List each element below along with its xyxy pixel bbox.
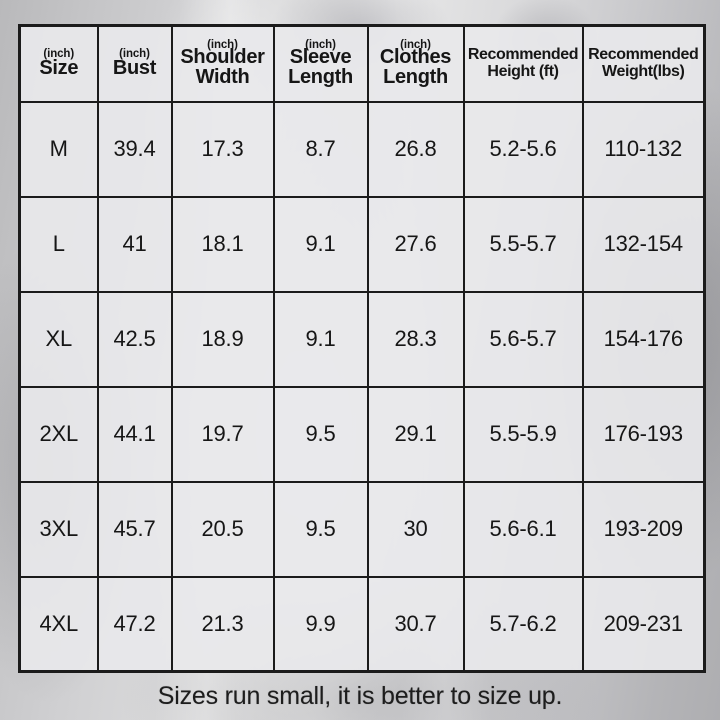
cell-shoulder: 20.5 [170,480,275,578]
header-label-shoulder-line2: Width [195,66,250,88]
cell-height: 5.6-6.1 [462,480,584,578]
header-cell-recommended-weight: Recommended Weight(lbs) [581,24,706,103]
table-row: M 39.4 17.3 8.7 26.8 5.2-5.6 110-132 [18,100,706,198]
cell-clothes: 30.7 [366,575,465,673]
cell-size: 4XL [18,575,99,673]
cell-clothes: 29.1 [366,385,465,483]
unit-tag-shoulder: (inch) [207,39,238,52]
cell-shoulder: 18.9 [170,290,275,388]
cell-sleeve: 9.9 [272,575,369,673]
cell-weight: 193-209 [581,480,706,578]
cell-bust: 45.7 [96,480,173,578]
header-label-weight-line2: Weight(lbs) [602,62,685,80]
header-label-sleeve-line1: Sleeve [289,45,352,68]
table-header: (inch) Size (inch) Bust (inch) Shoulder … [18,24,706,103]
cell-size: 2XL [18,385,99,483]
cell-weight: 209-231 [581,575,706,673]
header-label-clothes-line1: Clothes [379,45,452,68]
header-cell-recommended-height: Recommended Height (ft) [462,24,584,103]
header-row: (inch) Size (inch) Bust (inch) Shoulder … [18,24,706,103]
cell-sleeve: 8.7 [272,100,369,198]
header-label-height-line2: Height (ft) [487,62,559,80]
cell-shoulder: 21.3 [170,575,275,673]
header-label-height-line1: Recommended [467,46,579,64]
table-body: M 39.4 17.3 8.7 26.8 5.2-5.6 110-132 L 4… [18,100,706,673]
cell-height: 5.7-6.2 [462,575,584,673]
unit-tag-clothes: (inch) [400,39,431,52]
table-row: 3XL 45.7 20.5 9.5 30 5.6-6.1 193-209 [18,480,706,578]
header-label-sleeve-line2: Length [288,66,353,88]
cell-bust: 47.2 [96,575,173,673]
table-row: L 41 18.1 9.1 27.6 5.5-5.7 132-154 [18,195,706,293]
table-row: 4XL 47.2 21.3 9.9 30.7 5.7-6.2 209-231 [18,575,706,673]
cell-weight: 132-154 [581,195,706,293]
cell-shoulder: 18.1 [170,195,275,293]
cell-clothes: 27.6 [366,195,465,293]
cell-bust: 39.4 [96,100,173,198]
cell-size: XL [18,290,99,388]
unit-tag-sleeve: (inch) [305,39,336,52]
cell-clothes: 30 [366,480,465,578]
cell-size: 3XL [18,480,99,578]
cell-bust: 44.1 [96,385,173,483]
cell-clothes: 28.3 [366,290,465,388]
cell-bust: 42.5 [96,290,173,388]
cell-sleeve: 9.1 [272,195,369,293]
header-label-clothes-line2: Length [383,66,448,88]
cell-sleeve: 9.5 [272,480,369,578]
cell-weight: 154-176 [581,290,706,388]
cell-shoulder: 19.7 [170,385,275,483]
size-chart-table: (inch) Size (inch) Bust (inch) Shoulder … [18,24,706,673]
header-cell-sleeve-length: (inch) Sleeve Length [272,24,369,103]
sizing-advice-note: Sizes run small, it is better to size up… [157,681,563,710]
header-cell-clothes-length: (inch) Clothes Length [366,24,465,103]
header-label-weight-line1: Recommended [588,46,699,64]
cell-sleeve: 9.5 [272,385,369,483]
cell-bust: 41 [96,195,173,293]
cell-sleeve: 9.1 [272,290,369,388]
cell-clothes: 26.8 [366,100,465,198]
header-cell-size: (inch) Size [18,24,99,103]
unit-tag-bust: (inch) [119,47,150,60]
header-cell-bust: (inch) Bust [96,24,173,103]
cell-height: 5.2-5.6 [462,100,584,198]
unit-tag-size: (inch) [43,47,75,60]
table-row: 2XL 44.1 19.7 9.5 29.1 5.5-5.9 176-193 [18,385,706,483]
cell-weight: 176-193 [581,385,706,483]
cell-height: 5.5-5.7 [462,195,584,293]
header-label-bust: Bust [112,57,157,80]
cell-height: 5.5-5.9 [462,385,584,483]
cell-size: L [18,195,99,293]
cell-height: 5.6-5.7 [462,290,584,388]
cell-weight: 110-132 [581,100,706,198]
header-cell-shoulder-width: (inch) Shoulder Width [170,24,275,103]
table-row: XL 42.5 18.9 9.1 28.3 5.6-5.7 154-176 [18,290,706,388]
cell-shoulder: 17.3 [170,100,275,198]
cell-size: M [18,100,99,198]
header-label-shoulder-line1: Shoulder [180,45,265,68]
header-label-size: Size [39,57,79,80]
